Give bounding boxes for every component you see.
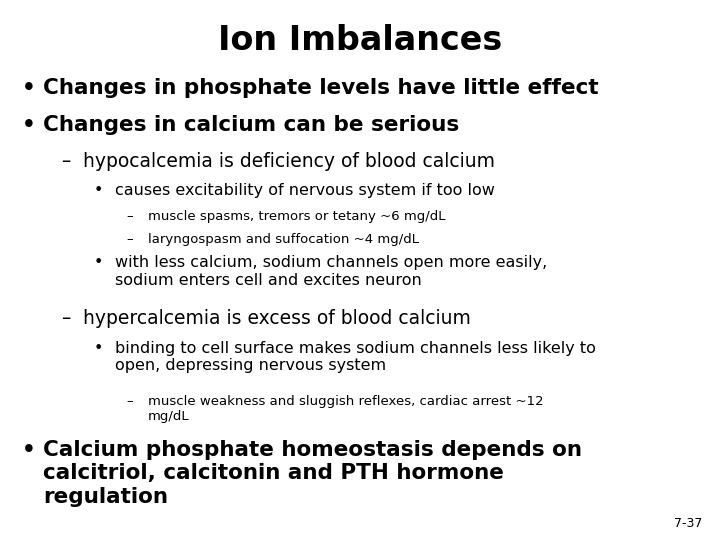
Text: with less calcium, sodium channels open more easily,
sodium enters cell and exci: with less calcium, sodium channels open … bbox=[115, 255, 547, 288]
Text: causes excitability of nervous system if too low: causes excitability of nervous system if… bbox=[115, 183, 495, 198]
Text: Calcium phosphate homeostasis depends on
calcitriol, calcitonin and PTH hormone
: Calcium phosphate homeostasis depends on… bbox=[43, 440, 582, 507]
Text: –: – bbox=[126, 395, 132, 408]
Text: •: • bbox=[94, 183, 103, 198]
Text: Ion Imbalances: Ion Imbalances bbox=[218, 24, 502, 57]
Text: –: – bbox=[126, 210, 132, 223]
Text: muscle spasms, tremors or tetany ~6 mg/dL: muscle spasms, tremors or tetany ~6 mg/d… bbox=[148, 210, 445, 223]
Text: hypercalcemia is excess of blood calcium: hypercalcemia is excess of blood calcium bbox=[83, 309, 471, 328]
Text: •: • bbox=[94, 341, 103, 356]
Text: muscle weakness and sluggish reflexes, cardiac arrest ~12
mg/dL: muscle weakness and sluggish reflexes, c… bbox=[148, 395, 543, 423]
Text: laryngospasm and suffocation ~4 mg/dL: laryngospasm and suffocation ~4 mg/dL bbox=[148, 233, 418, 246]
Text: binding to cell surface makes sodium channels less likely to
open, depressing ne: binding to cell surface makes sodium cha… bbox=[115, 341, 596, 373]
Text: •: • bbox=[94, 255, 103, 271]
Text: •: • bbox=[22, 440, 35, 460]
Text: •: • bbox=[22, 78, 35, 98]
Text: –: – bbox=[61, 152, 71, 171]
Text: –: – bbox=[126, 233, 132, 246]
Text: •: • bbox=[22, 115, 35, 135]
Text: –: – bbox=[61, 309, 71, 328]
Text: 7-37: 7-37 bbox=[674, 517, 702, 530]
Text: Changes in calcium can be serious: Changes in calcium can be serious bbox=[43, 115, 459, 135]
Text: Changes in phosphate levels have little effect: Changes in phosphate levels have little … bbox=[43, 78, 599, 98]
Text: hypocalcemia is deficiency of blood calcium: hypocalcemia is deficiency of blood calc… bbox=[83, 152, 495, 171]
